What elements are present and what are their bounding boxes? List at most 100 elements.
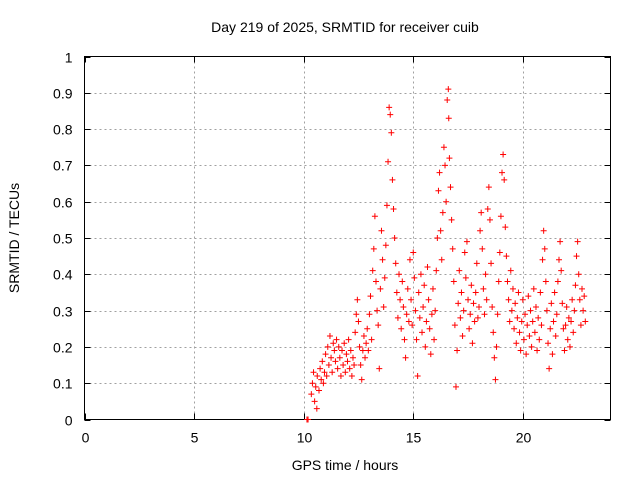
data-point [454,347,461,354]
data-point [536,336,543,343]
data-point [530,285,537,292]
data-point [579,285,586,292]
data-point [523,351,530,358]
data-point [479,245,486,252]
data-point [486,216,493,223]
data-point [537,289,544,296]
data-point [340,362,347,369]
data-point [514,314,521,321]
data-point [481,311,488,318]
data-point [440,144,447,151]
data-point [414,372,421,379]
data-point [319,358,326,365]
data-point [369,267,376,274]
data-point [445,86,452,93]
data-point [563,303,570,310]
data-point [389,176,396,183]
data-point [403,311,410,318]
data-point [568,318,575,325]
data-point [377,285,384,292]
y-tick-label: 0.4 [53,267,73,283]
data-point [335,343,342,350]
data-point [352,329,359,336]
data-point [359,347,366,354]
data-point [502,224,509,231]
data-point [311,398,318,405]
data-point [354,296,361,303]
data-point [501,176,508,183]
data-point [565,314,572,321]
data-point [547,325,554,332]
data-point [392,260,399,267]
data-point [337,372,344,379]
data-point [397,296,404,303]
data-point [409,322,416,329]
data-point [493,343,500,350]
data-point [387,111,394,118]
data-point [411,274,418,281]
data-point [386,104,393,111]
data-point [436,169,443,176]
data-point [522,311,529,318]
data-point [372,278,379,285]
y-tick-label: 0 [65,413,73,429]
data-point [539,256,546,263]
data-point [374,307,381,314]
data-point [308,391,315,398]
data-point [364,325,371,332]
data-point [541,245,548,252]
data-point [313,405,320,412]
data-point [485,184,492,191]
data-point [557,238,564,245]
data-point [463,238,470,245]
y-tick-label: 0.6 [53,195,73,211]
y-tick-label: 1 [65,50,73,66]
data-point [362,354,369,361]
data-point [347,347,354,354]
axis-ticks: 00.10.20.30.40.50.60.70.80.910 5 10 15 20 [53,50,611,446]
data-point [423,318,430,325]
data-point [381,274,388,281]
data-point [370,245,377,252]
data-point [456,267,463,274]
data-point [444,97,451,104]
data-point [405,318,412,325]
data-point [515,289,522,296]
data-point [458,289,465,296]
data-point [400,303,407,310]
data-point [468,282,475,289]
x-axis-label: GPS time / hours [292,457,399,473]
y-tick-label: 0.3 [53,304,73,320]
data-point [309,380,316,387]
data-point [564,336,571,343]
data-point [572,282,579,289]
plot-frame [84,56,611,420]
data-point [497,213,504,220]
data-point [494,311,501,318]
data-point [528,343,535,350]
data-point [474,314,481,321]
data-point [462,274,469,281]
data-point [532,303,539,310]
data-point [471,318,478,325]
data-point [469,340,476,347]
data-point [406,256,413,263]
data-point [380,303,387,310]
y-tick-label: 0.8 [53,122,73,138]
data-point [460,307,467,314]
y-tick-label: 0.5 [53,231,73,247]
data-point [512,300,519,307]
data-point [382,242,389,249]
data-point [560,325,567,332]
data-point [450,278,457,285]
data-point [546,365,553,372]
data-point [431,336,438,343]
data-point [331,347,338,354]
data-point [466,325,473,332]
data-point [419,329,426,336]
data-point [322,351,329,358]
data-point [408,296,415,303]
data-point [570,329,577,336]
data-point [349,354,356,361]
data-point [488,260,495,267]
